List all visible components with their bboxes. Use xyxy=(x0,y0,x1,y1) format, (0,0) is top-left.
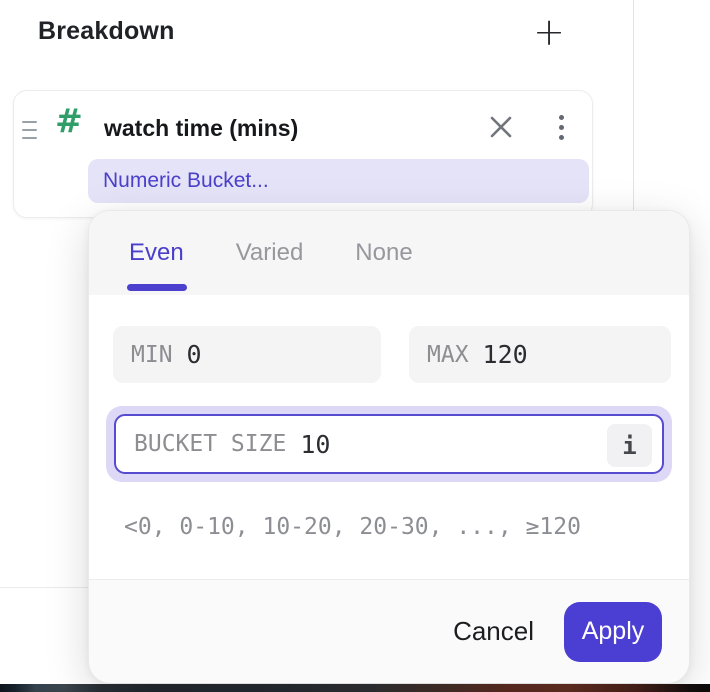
drag-handle-icon[interactable] xyxy=(22,121,37,139)
numeric-bucket-popover: Even Varied None MIN 0 MAX 120 BUCKET SI… xyxy=(88,210,690,683)
min-label: MIN xyxy=(131,341,173,368)
field-menu-button[interactable] xyxy=(542,108,580,146)
popover-footer: Cancel Apply xyxy=(89,579,689,683)
page-title: Breakdown xyxy=(38,17,175,45)
numeric-field-hash-icon: # xyxy=(55,100,83,140)
add-breakdown-button[interactable]: + xyxy=(527,8,571,56)
max-label: MAX xyxy=(427,341,469,368)
kebab-icon[interactable] xyxy=(558,114,564,120)
numeric-bucket-pill[interactable]: Numeric Bucket... xyxy=(88,159,589,203)
min-value: 0 xyxy=(186,340,202,369)
bucket-size-info-button[interactable]: i xyxy=(607,424,652,467)
max-input[interactable]: MAX 120 xyxy=(409,326,671,383)
field-name-label: watch time (mins) xyxy=(104,115,299,141)
remove-field-button[interactable] xyxy=(482,108,520,146)
tab-none[interactable]: None xyxy=(355,239,413,266)
close-icon[interactable] xyxy=(488,114,514,140)
bucket-size-label: BUCKET SIZE xyxy=(134,431,287,457)
max-value: 120 xyxy=(482,340,528,369)
bucket-size-input[interactable]: BUCKET SIZE 10 i xyxy=(114,414,664,474)
breakdown-field-card: # watch time (mins) Numeric Bucket... xyxy=(13,90,593,218)
plus-icon[interactable]: + xyxy=(533,10,565,54)
bucket-size-focus-ring: BUCKET SIZE 10 i xyxy=(106,406,672,482)
numeric-bucket-label: Numeric Bucket... xyxy=(103,169,269,192)
apply-button[interactable]: Apply xyxy=(564,601,662,662)
bucket-preview-text: <0, 0-10, 10-20, 20-30, ..., ≥120 xyxy=(124,514,581,540)
bucket-size-value: 10 xyxy=(300,429,331,459)
active-tab-underline xyxy=(127,284,187,291)
tab-varied[interactable]: Varied xyxy=(235,239,304,266)
min-input[interactable]: MIN 0 xyxy=(113,326,381,383)
background-content-strip xyxy=(0,684,710,692)
cancel-button[interactable]: Cancel xyxy=(453,616,534,646)
info-icon[interactable]: i xyxy=(622,431,637,460)
background-divider xyxy=(0,587,88,588)
tab-even[interactable]: Even xyxy=(129,239,184,266)
bucket-mode-tabs: Even Varied None xyxy=(89,211,689,295)
